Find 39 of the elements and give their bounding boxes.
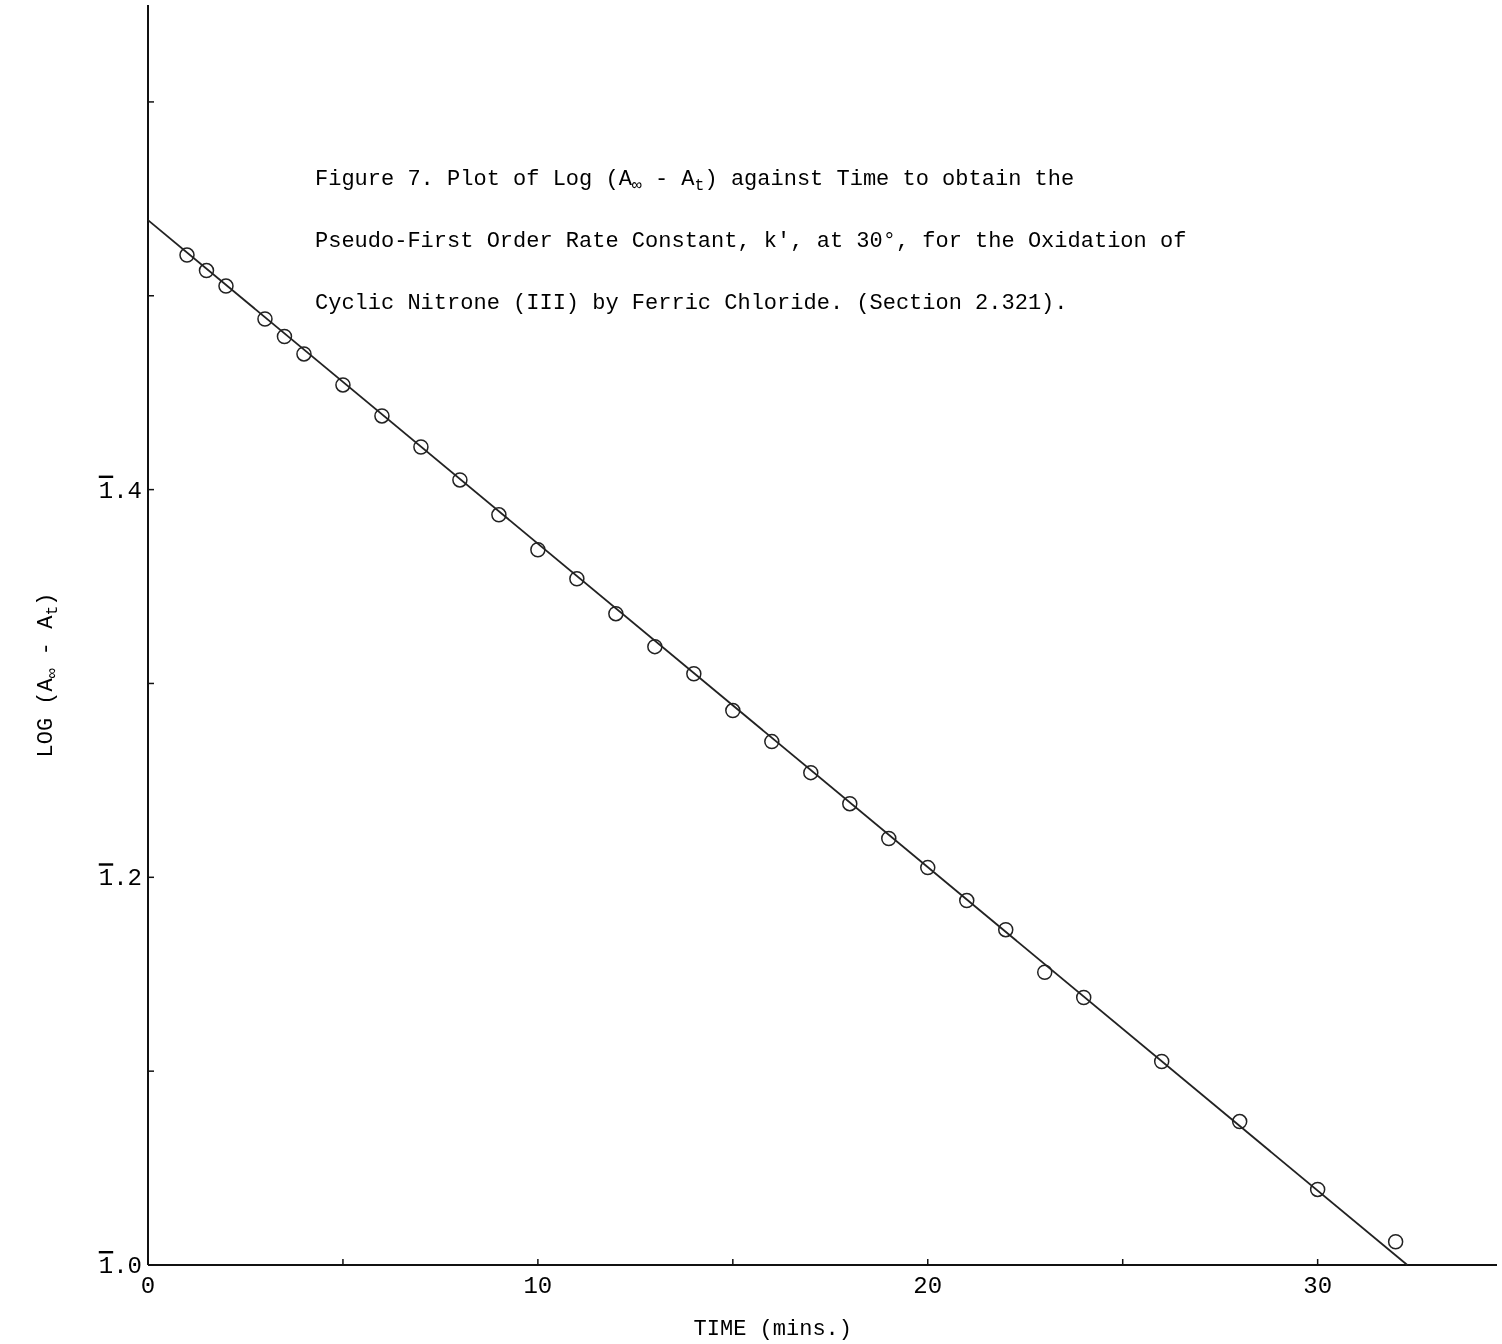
point (764, 733, 780, 750)
x-tick-label: 0 (140, 1273, 156, 1300)
point (1036, 964, 1053, 981)
point (335, 377, 351, 393)
point (1153, 1053, 1170, 1070)
point (257, 311, 273, 327)
point (179, 247, 195, 263)
point (374, 408, 390, 424)
point (1309, 1181, 1326, 1198)
point (647, 638, 663, 655)
point (491, 507, 507, 523)
point (530, 541, 546, 558)
point (608, 605, 624, 622)
point (218, 278, 234, 294)
x-tick-label: 20 (913, 1273, 943, 1300)
point (803, 764, 819, 781)
point (998, 921, 1014, 938)
point (413, 439, 429, 455)
point (1231, 1113, 1248, 1130)
point (686, 666, 702, 682)
point (1075, 989, 1092, 1006)
point (725, 702, 741, 719)
point (920, 859, 936, 876)
point (296, 346, 312, 362)
point (276, 328, 293, 345)
point (959, 892, 975, 909)
y-tick-label: 1.0 (98, 1253, 142, 1280)
x-tick-label: 30 (1303, 1273, 1333, 1300)
chart-title: Figure 7. Plot of Log (A$_{∞}$ - A$_{t}$) against Time to obtain the Pseudo-First Order Rate Constant, k', at 30°, for the Oxidation of Cyclic Nitrone (III) by Ferric Chloride. (Section 2.321). (315, 167, 1187, 316)
x-tick-label: 10 (523, 1273, 553, 1300)
y-tick-label: 1.4 (98, 477, 142, 505)
point (881, 830, 897, 847)
y-tick-label: 1.2 (98, 865, 142, 893)
point (198, 262, 215, 279)
x-axis-title: TIME (mins.) (693, 1317, 853, 1342)
point (1387, 1233, 1404, 1250)
point (452, 472, 468, 488)
point (569, 571, 585, 587)
point (842, 795, 858, 812)
